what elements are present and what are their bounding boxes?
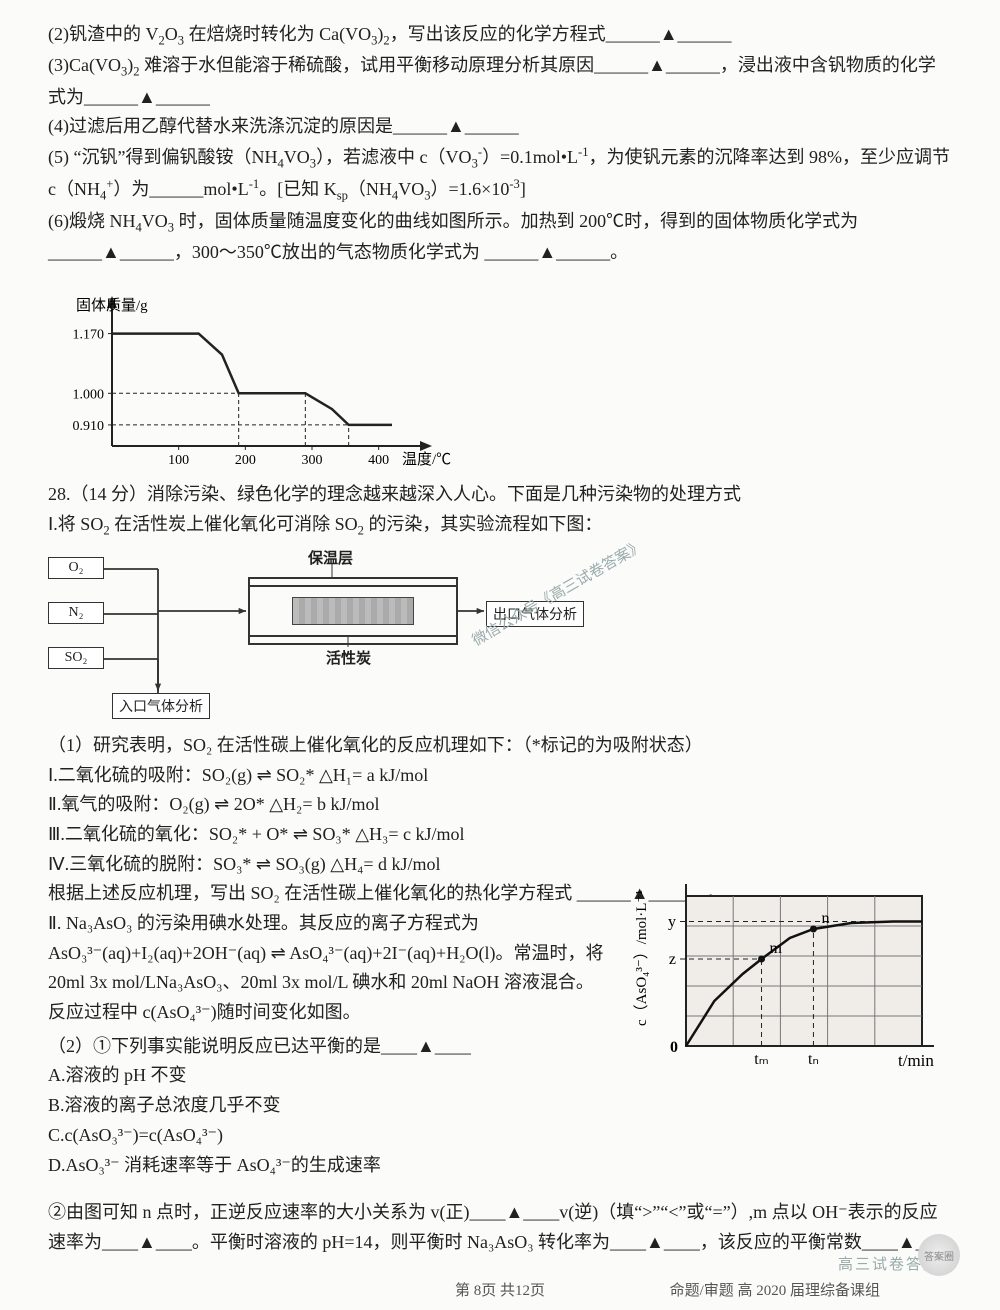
opt-b: B.溶液的离子总浓度几乎不变	[48, 1091, 608, 1121]
mech-iii: Ⅲ.二氧化硫的氧化：SO₂* + O* ⇌ SO₃* △H₃= c kJ/mol	[48, 820, 952, 850]
svg-text:m: m	[770, 940, 783, 957]
q28-1-head: （1）研究表明，SO₂ 在活性碳上催化氧化的反应机理如下：（*标记的为吸附状态）	[48, 731, 952, 761]
q4-line: (4)过滤后用乙醇代替水来洗涤沉淀的原因是______▲______	[48, 112, 952, 142]
gas-so2: SO₂	[48, 647, 104, 669]
svg-text:1.000: 1.000	[73, 387, 105, 402]
q3-line: (3)Ca(VO3)2 难溶于水但能溶于稀硫酸，试用平衡移动原理分析其原因___…	[48, 51, 952, 112]
svg-text:t/min: t/min	[898, 1051, 934, 1070]
opt-d: D.AsO₃³⁻ 消耗速率等于 AsO₄³⁻的生成速率	[48, 1151, 608, 1181]
gas-o2: O₂	[48, 557, 104, 579]
label-bot: 活性炭	[326, 647, 371, 668]
q28-II-b: AsO₃³⁻(aq)+I₂(aq)+2OH⁻(aq) ⇌ AsO₄³⁻(aq)+…	[48, 939, 608, 1028]
svg-text:400: 400	[368, 453, 389, 468]
svg-text:tₙ: tₙ	[808, 1051, 819, 1068]
svg-text:1.170: 1.170	[73, 327, 105, 342]
opt-a: A.溶液的 pH 不变	[48, 1061, 608, 1091]
mech-i: Ⅰ.二氧化硫的吸附：SO₂(g) ⇌ SO₂* △H₁= a kJ/mol	[48, 761, 952, 791]
q5-line: (5) “沉钒”得到偏钒酸铵（NH4VO3），若滤液中 c（VO3-）=0.1m…	[48, 142, 952, 207]
svg-text:100: 100	[168, 453, 189, 468]
svg-text:200: 200	[235, 453, 256, 468]
catalyst-bed	[292, 597, 414, 625]
svg-text:tₘ: tₘ	[754, 1051, 768, 1068]
q28-2-2: ②由图可知 n 点时，正逆反应速率的大小关系为 v(正)____▲____v(逆…	[48, 1198, 952, 1257]
q6-line: (6)煅烧 NH4VO3 时，固体质量随温度变化的曲线如图所示。加热到 200℃…	[48, 207, 952, 268]
svg-text:n: n	[821, 910, 829, 927]
svg-text:y: y	[668, 914, 676, 931]
page-footer: 第 8页 共12页 命题/审题 高 2020 届理综备课组	[0, 1279, 1000, 1300]
svg-text:300: 300	[302, 453, 323, 468]
inlet-analysis: 入口气体分析	[112, 693, 210, 719]
svg-text:温度/℃: 温度/℃	[402, 451, 451, 468]
q28-I: Ⅰ.将 SO2 在活性炭上催化氧化可消除 SO2 的污染，其实验流程如下图：	[48, 510, 952, 541]
page-stamp-icon: 答案圈	[918, 1234, 960, 1276]
q28-II-a: Ⅱ. Na₃AsO₃ 的污染用碘水处理。其反应的离子方程式为	[48, 909, 608, 939]
chart-conc-vs-time: m n y z tₘ tₙ 0 c（AsO₄³⁻）/mol·L⁻¹ t/min	[632, 870, 952, 1080]
flow-diagram: O₂ N₂ SO₂ 入口气体分析 保温层 活性炭 出口气体分析	[48, 547, 608, 727]
gas-n2: N₂	[48, 602, 104, 624]
opt-c: C.c(AsO₃³⁻)=c(AsO₄³⁻)	[48, 1121, 608, 1151]
svg-text:c（AsO₄³⁻）/mol·L⁻¹: c（AsO₄³⁻）/mol·L⁻¹	[633, 890, 650, 1026]
svg-text:固体质量/g: 固体质量/g	[76, 297, 148, 314]
svg-text:0.910: 0.910	[73, 419, 105, 434]
svg-text:z: z	[669, 951, 676, 968]
mech-ii: Ⅱ.氧气的吸附：O₂(g) ⇌ 2O* △H₂= b kJ/mol	[48, 790, 952, 820]
chart-mass-vs-temp: 1.170 1.000 0.910 100 200 300 400 固体质量/g 温度/℃	[52, 276, 452, 476]
q28-head: 28.（14 分）消除污染、绿色化学的理念越来越深入人心。下面是几种污染物的处理…	[48, 480, 952, 510]
label-top: 保温层	[308, 547, 353, 568]
svg-text:0: 0	[670, 1039, 678, 1056]
q2-head: （2）①下列事实能说明反应已达平衡的是____▲____	[48, 1032, 608, 1062]
q2-line: (2)钒渣中的 V2O3 在焙烧时转化为 Ca(VO3)2，写出该反应的化学方程…	[48, 20, 952, 51]
